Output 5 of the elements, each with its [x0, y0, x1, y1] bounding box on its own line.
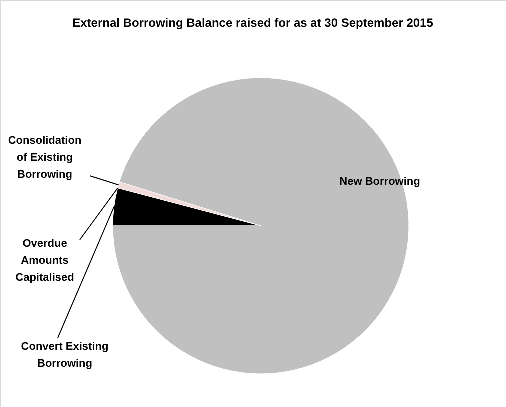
category-label: Overdue Amounts Capitalised	[16, 238, 74, 284]
slice-label: Convert Existing Borrowing	[21, 341, 109, 370]
chart-title: External Borrowing Balance raised for as at 30 September 2015	[72, 16, 434, 30]
slice-label: New Borrowing	[340, 176, 420, 188]
slice-label: Consolidation of Existing Borrowing	[8, 135, 82, 181]
